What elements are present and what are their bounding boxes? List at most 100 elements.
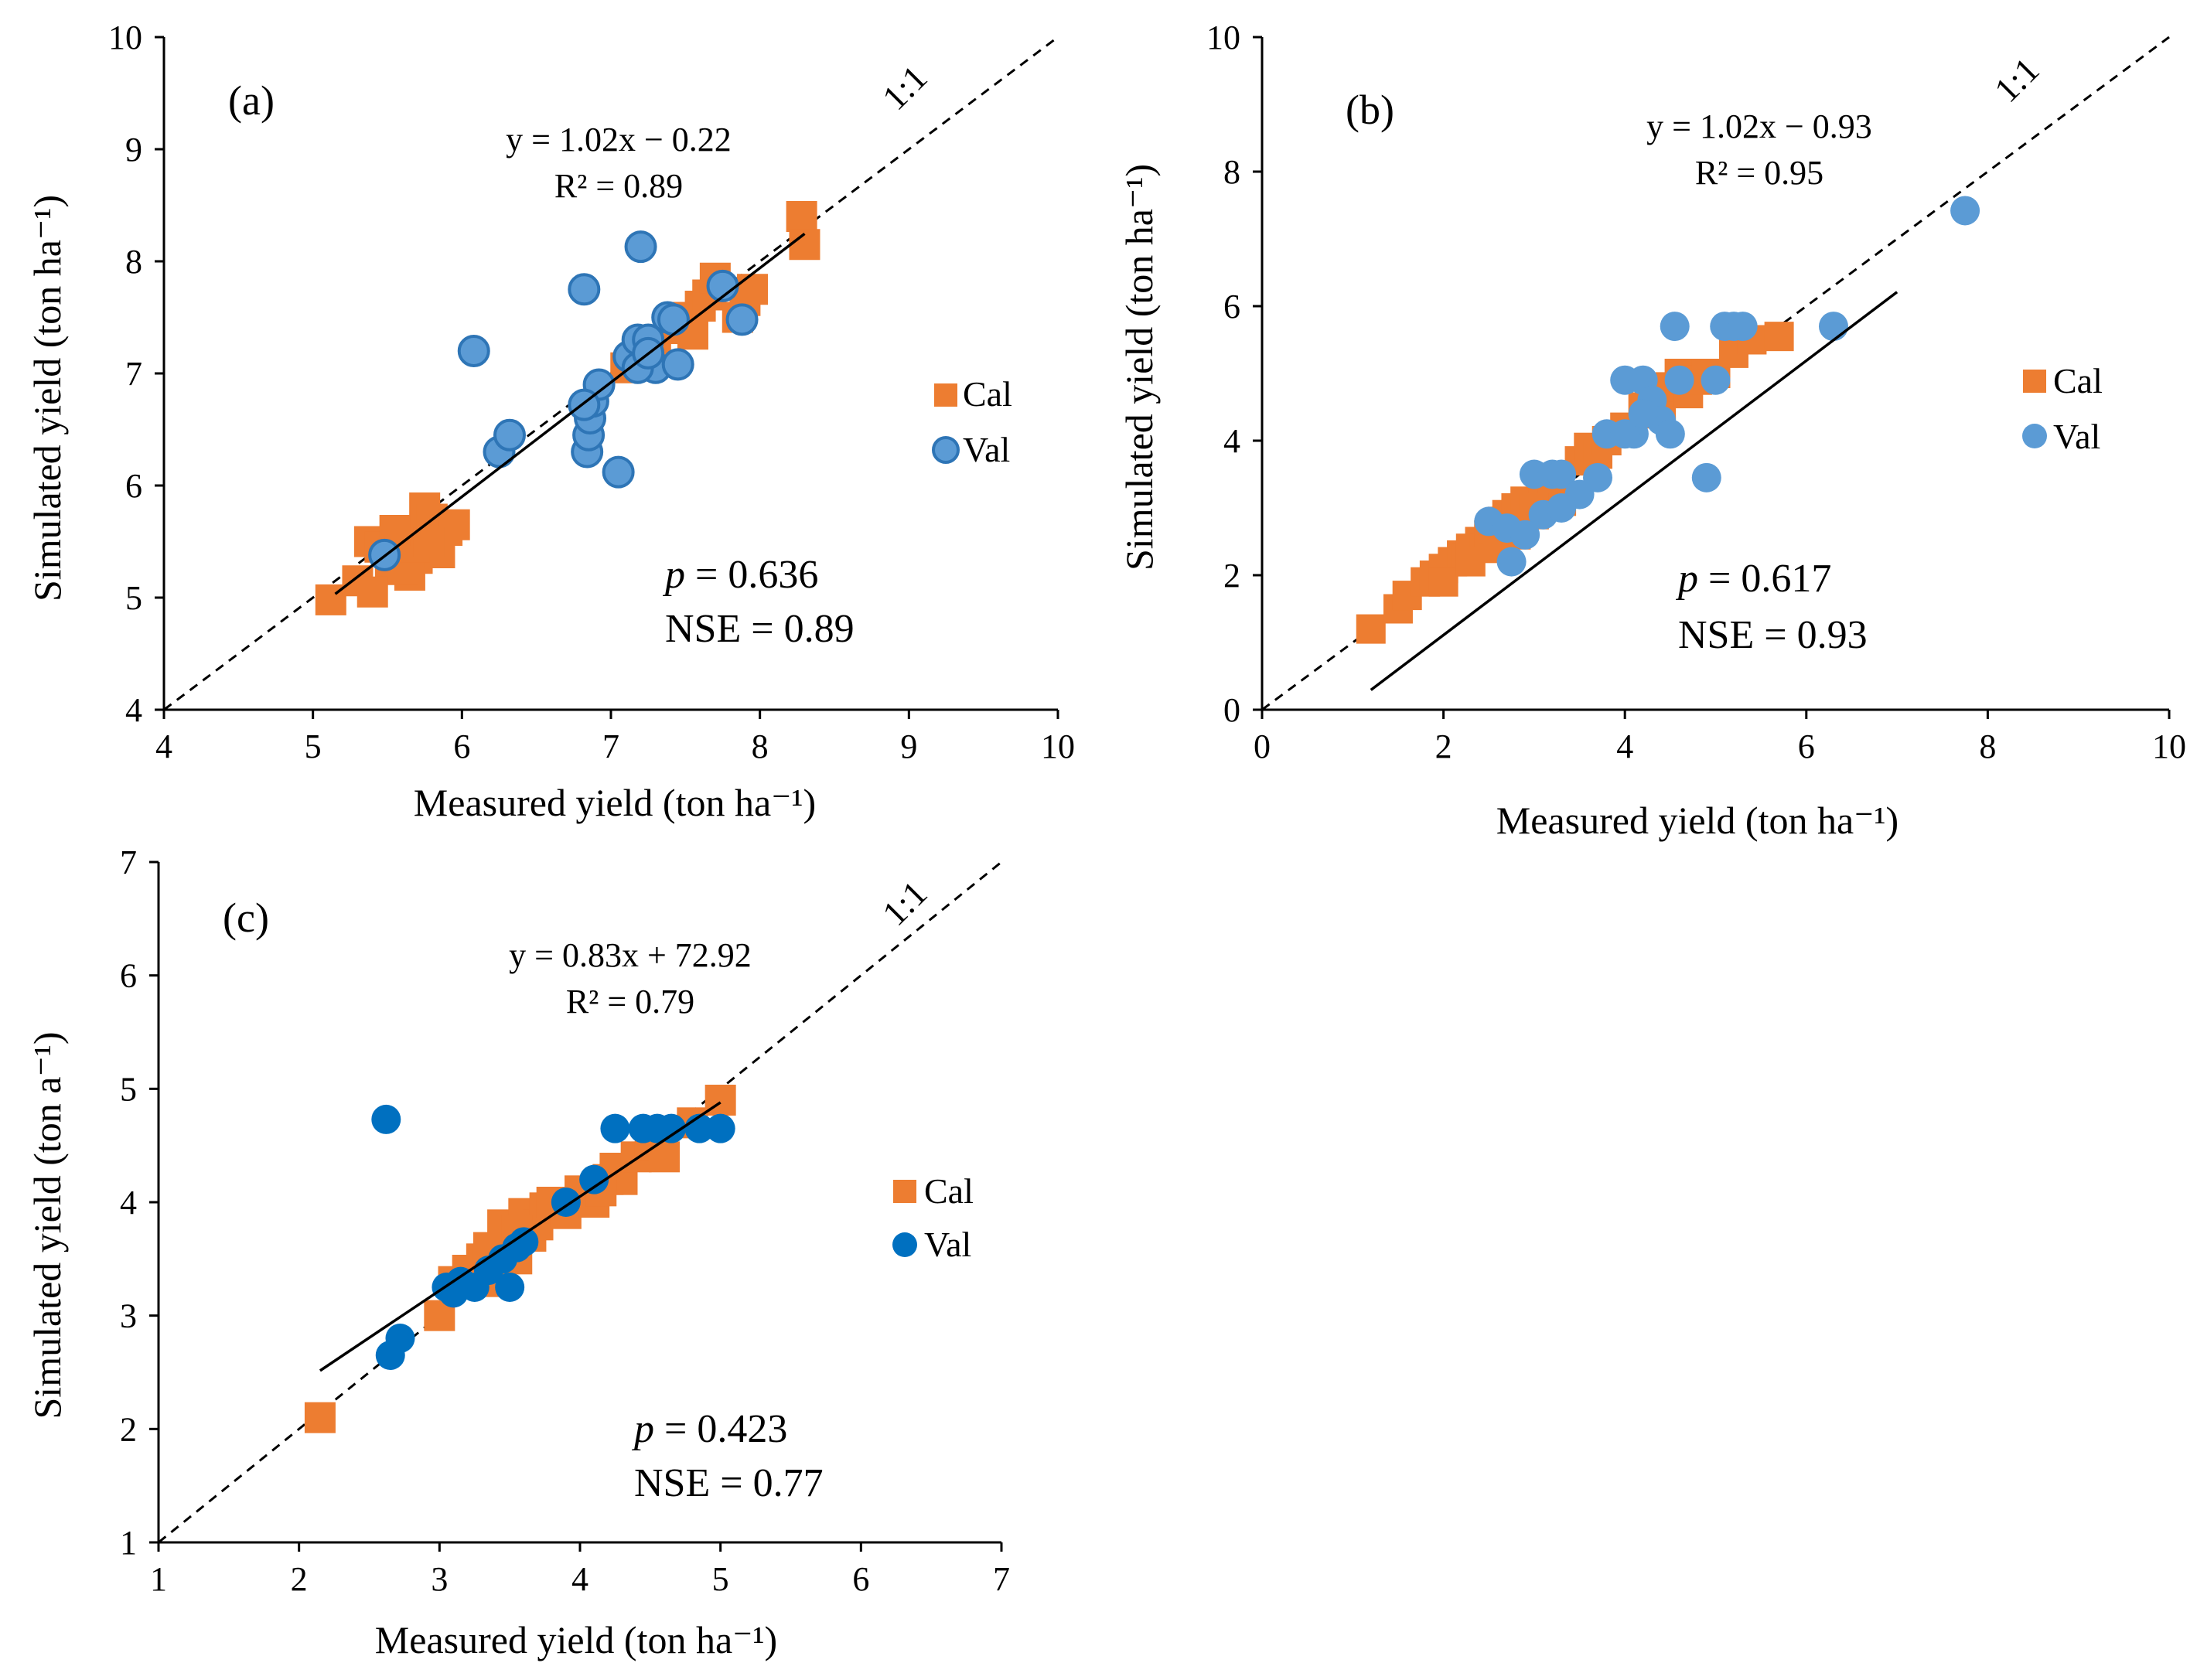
panel-a-val-point xyxy=(657,303,690,336)
panel-c-y-tick-label: 1 xyxy=(120,1524,137,1562)
panel-a-val-point xyxy=(725,303,759,336)
panel-c-x-tick-label: 6 xyxy=(852,1560,869,1598)
panel-b-cal-point xyxy=(1455,547,1486,577)
panel-b-plot: 0 2 4 6 8 10 0 2 4 6 8 10 xyxy=(1206,19,2186,765)
panel-b-x-tick-label: 6 xyxy=(1798,728,1815,765)
panel-c-r2: R² = 0.79 xyxy=(566,983,694,1021)
panel-a-legend-cal-marker xyxy=(934,383,957,407)
panel-b-val-point xyxy=(1950,196,1980,226)
panel-b-p-value: p = 0.617 xyxy=(1675,557,1831,601)
panel-b-one-to-one-label: 1:1 xyxy=(1987,49,2047,110)
panel-b-ylabel: Simulated yield (ton ha⁻¹) xyxy=(1117,164,1161,571)
panel-b-val-point xyxy=(1628,399,1658,429)
panel-b-val-point xyxy=(1547,493,1577,523)
panel-b-val-point xyxy=(1510,520,1540,550)
panel-c-legend-val-marker xyxy=(892,1232,917,1257)
panel-c-x-tick-label: 2 xyxy=(291,1560,308,1598)
panel-a-val-point xyxy=(493,418,526,452)
panel-b-legend: Cal Val xyxy=(2022,361,2103,456)
panel-c-val-point xyxy=(495,1273,525,1302)
panel-c-p-symbol: p xyxy=(631,1407,654,1451)
panel-b-x-tick-label: 10 xyxy=(2152,728,2186,765)
panel-a-val-point xyxy=(568,273,601,306)
panel-a: 4 5 6 7 8 9 10 4 5 6 7 8 9 10 (a) y = 1.02x − 0.22 R²… xyxy=(26,19,1075,824)
panel-c-legend: Cal Val xyxy=(892,1171,974,1264)
panel-a-x-tick-label: 8 xyxy=(752,728,769,765)
panel-b-val-point xyxy=(1664,365,1694,395)
panel-c-val-point xyxy=(705,1113,735,1143)
panel-a-cal-point xyxy=(737,274,769,305)
panel-c-legend-cal-label: Cal xyxy=(924,1171,974,1211)
panel-b-val-point xyxy=(1660,312,1690,342)
panel-a-equation: y = 1.02x − 0.22 xyxy=(506,121,732,158)
panel-b-label: (b) xyxy=(1346,87,1394,133)
panel-c-legend-val-label: Val xyxy=(924,1225,971,1264)
panel-b-cal-point xyxy=(1428,567,1458,597)
panel-b-val-point xyxy=(1496,547,1527,577)
panel-c-y-tick-label: 6 xyxy=(120,957,137,995)
panel-b-cal-point xyxy=(1356,614,1386,644)
panel-a-y-tick-label: 7 xyxy=(125,355,142,393)
panel-b-val-point xyxy=(1728,312,1758,342)
panel-a-x-tick-label: 6 xyxy=(453,728,470,765)
panel-a-cal-point xyxy=(789,229,820,261)
panel-b-legend-val-marker xyxy=(2022,424,2047,448)
panel-a-cal-point xyxy=(786,201,817,232)
panel-b-val-point xyxy=(1818,312,1848,342)
panel-a-y-tick-label: 6 xyxy=(125,467,142,505)
panel-b-val-point xyxy=(1610,419,1640,449)
panel-a-val-point xyxy=(624,230,657,264)
panel-c-regression-line xyxy=(319,1101,722,1372)
panel-c-val-point xyxy=(371,1104,401,1134)
panel-b-y-tick-label: 10 xyxy=(1206,19,1240,56)
panel-c-nse: NSE = 0.77 xyxy=(634,1461,824,1505)
panel-c-p-number: = 0.423 xyxy=(654,1407,787,1451)
panel-b-nse: NSE = 0.93 xyxy=(1678,613,1868,657)
panel-a-ylabel: Simulated yield (ton ha⁻¹) xyxy=(26,195,69,601)
panel-c-y-tick-label: 2 xyxy=(120,1410,137,1448)
panel-c-x-tick-label: 4 xyxy=(571,1560,588,1598)
panel-b-y-tick-label: 4 xyxy=(1223,422,1240,460)
panel-c-x-tick-label: 1 xyxy=(150,1560,167,1598)
panel-c-legend-cal-marker xyxy=(893,1180,916,1203)
panel-c-cal-point xyxy=(304,1402,336,1433)
panel-c-xlabel: Measured yield (ton ha⁻¹) xyxy=(375,1618,777,1661)
panel-c-val-point xyxy=(600,1113,630,1143)
panel-a-regression-line xyxy=(334,232,806,595)
panel-a-one-to-one-label: 1:1 xyxy=(875,57,935,118)
panel-c-p-value: p = 0.423 xyxy=(631,1407,787,1451)
panel-b-equation: y = 1.02x − 0.93 xyxy=(1646,107,1872,145)
panel-a-label: (a) xyxy=(228,77,275,124)
panel-b-x-tick-label: 2 xyxy=(1435,728,1452,765)
panel-b-x-tick-label: 4 xyxy=(1616,728,1633,765)
panel-c-label: (c) xyxy=(223,895,269,941)
panel-a-legend-val-label: Val xyxy=(963,430,1010,469)
panel-b-y-tick-label: 2 xyxy=(1223,557,1240,595)
panel-a-y-tick-label: 5 xyxy=(125,579,142,617)
panel-c-val-point xyxy=(385,1324,415,1353)
panel-c-val-point xyxy=(657,1113,687,1143)
panel-c-one-to-one-label: 1:1 xyxy=(875,873,935,933)
panel-a-p-number: = 0.636 xyxy=(685,553,818,597)
panel-a-y-tick-label: 4 xyxy=(125,691,142,729)
panel-b-p-symbol: p xyxy=(1675,557,1698,601)
panel-a-x-tick-label: 5 xyxy=(305,728,322,765)
panel-b-regression-line xyxy=(1370,291,1898,691)
panel-a-val-point xyxy=(602,455,635,489)
panel-a-x-tick-label: 7 xyxy=(602,728,619,765)
panel-b-p-number: = 0.617 xyxy=(1698,557,1831,601)
panel-a-p-symbol: p xyxy=(662,553,685,597)
panel-a-cal-point xyxy=(357,576,388,608)
panel-b-cal-point xyxy=(1764,322,1794,352)
panel-a-y-tick-label: 10 xyxy=(108,19,142,56)
panel-c: 1 2 3 4 5 6 7 1 2 3 4 5 6 7 (c) y = 0.83x + 72.92 R² … xyxy=(26,843,1010,1661)
panel-c-y-tick-label: 5 xyxy=(120,1070,137,1108)
panel-a-legend-cal-label: Cal xyxy=(963,374,1012,414)
panel-a-x-tick-label: 9 xyxy=(900,728,917,765)
panel-c-x-tick-label: 3 xyxy=(431,1560,448,1598)
panel-c-y-tick-label: 4 xyxy=(120,1184,137,1222)
panel-a-r2: R² = 0.89 xyxy=(554,167,683,205)
panel-c-x-tick-label: 7 xyxy=(993,1560,1010,1598)
panel-b-y-tick-label: 0 xyxy=(1223,691,1240,729)
